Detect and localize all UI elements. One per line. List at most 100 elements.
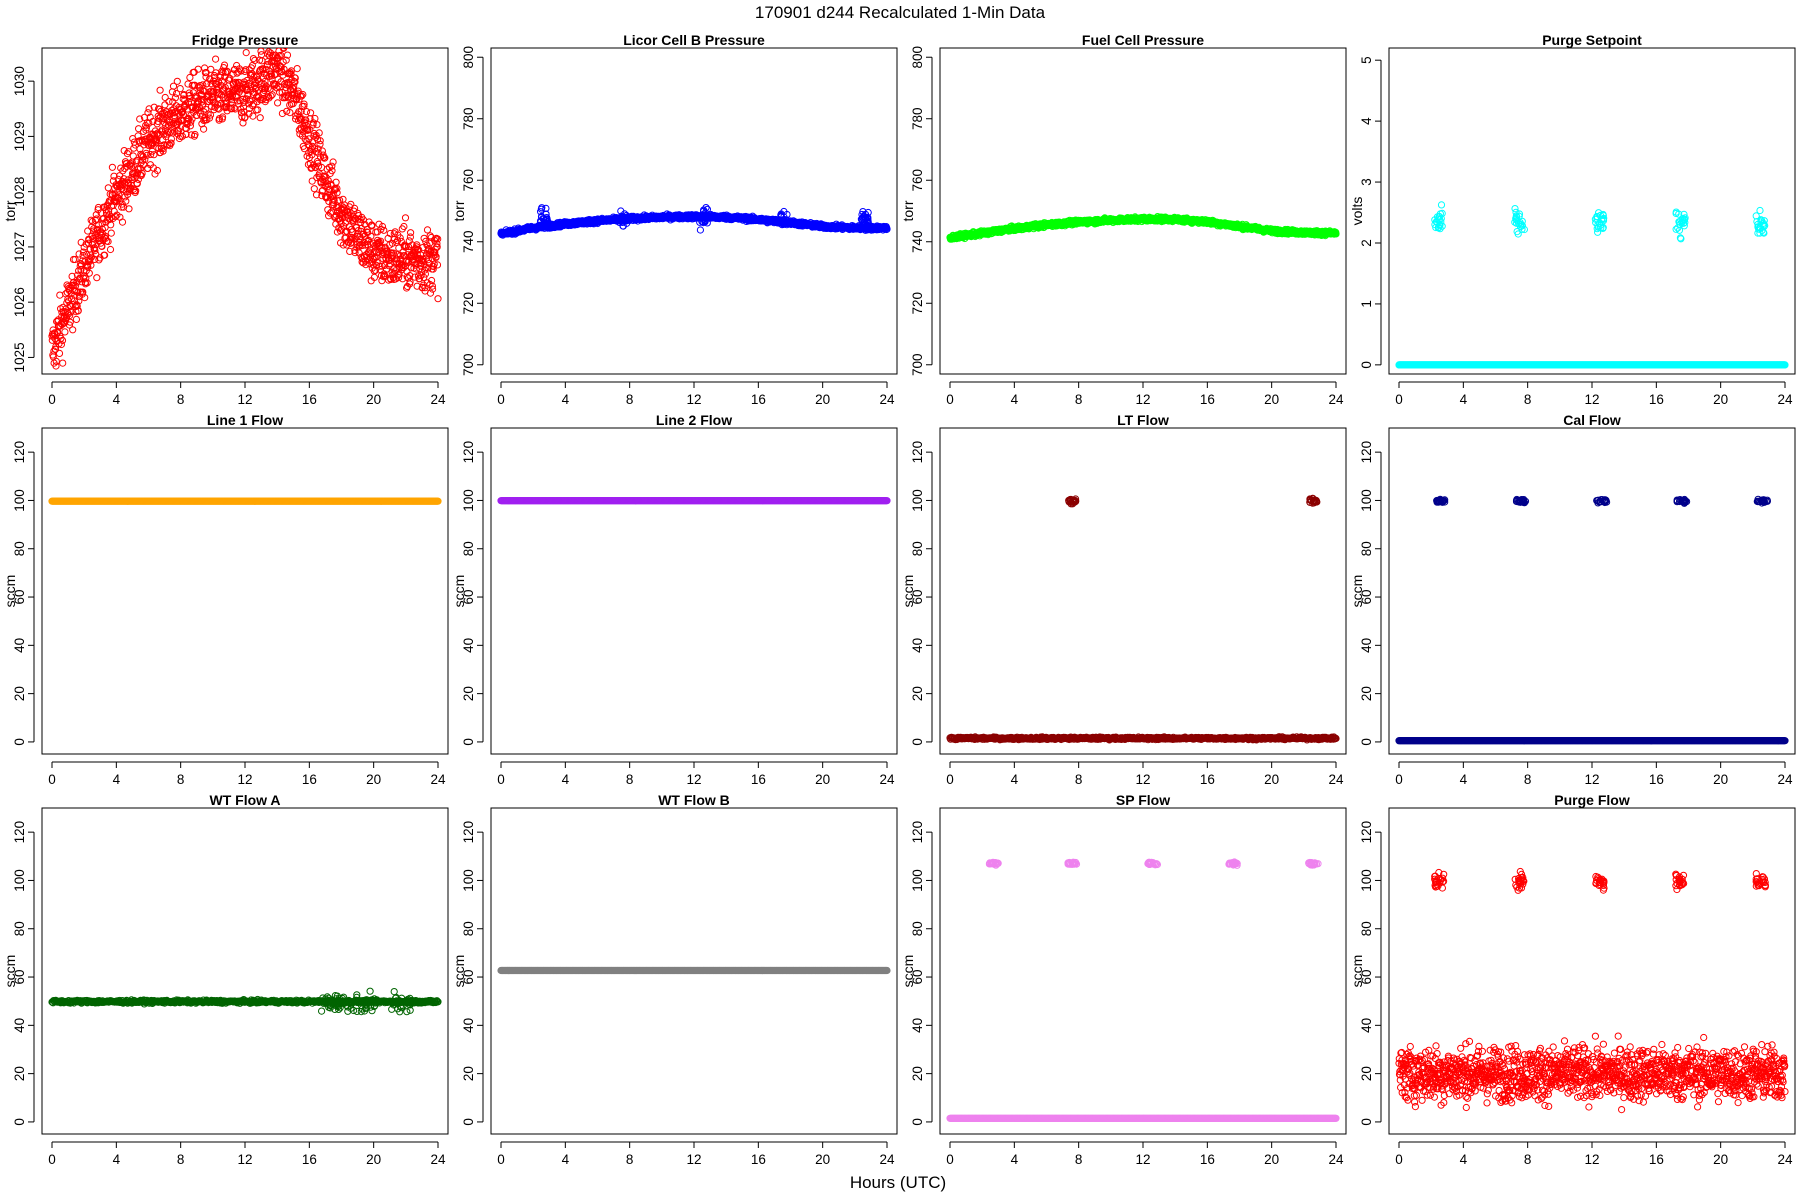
x-tick-label: 0	[497, 392, 505, 407]
data-point	[858, 215, 866, 223]
data-point	[167, 135, 175, 143]
data-point	[424, 264, 432, 272]
data-point	[420, 273, 428, 281]
data-point	[401, 243, 409, 251]
y-tick-label: 1027	[12, 232, 27, 262]
data-point	[186, 73, 194, 82]
x-tick-label: 20	[815, 392, 830, 407]
data-point	[185, 89, 193, 97]
data-point	[537, 218, 545, 226]
x-axis: 0 4 8 12 16 20 24	[48, 381, 446, 407]
data-point	[95, 221, 103, 229]
data-point	[433, 243, 441, 251]
data-point	[862, 215, 870, 223]
data-point	[362, 261, 370, 269]
x-axis: 0 4 8 12 16 20 24	[1395, 381, 1793, 407]
data-point	[67, 308, 75, 316]
x-axis: 0 4 8 12 16 20 24	[946, 381, 1344, 407]
x-tick-label: 0	[48, 392, 56, 407]
data-point	[333, 184, 341, 193]
x-tick-label: 12	[1584, 392, 1599, 407]
x-tick-label: 24	[1777, 392, 1793, 407]
y-tick-label: 4	[1359, 117, 1374, 125]
y-tick-label: 740	[910, 230, 925, 253]
data-point	[346, 247, 354, 255]
data-point	[314, 149, 322, 157]
data-point	[389, 249, 398, 257]
x-tick-label: 16	[302, 392, 317, 407]
data-point	[326, 209, 334, 217]
x-tick-label: 4	[562, 392, 570, 407]
data-point	[205, 114, 214, 122]
data-points	[497, 204, 891, 239]
y-tick-label: 800	[461, 46, 476, 69]
data-point	[307, 145, 315, 153]
data-point	[164, 128, 172, 136]
data-point	[169, 82, 178, 90]
data-point	[112, 213, 120, 221]
data-point	[395, 274, 403, 282]
data-points	[1395, 201, 1789, 369]
data-point	[423, 226, 432, 234]
data-point	[283, 51, 292, 59]
y-tick-label: 700	[461, 354, 476, 377]
data-point	[780, 220, 788, 228]
data-point	[400, 222, 408, 231]
data-point	[700, 211, 708, 219]
data-point	[300, 145, 308, 153]
y-tick-label: 700	[910, 354, 925, 377]
data-point	[318, 192, 326, 200]
data-point	[406, 233, 414, 241]
x-tick-label: 8	[626, 392, 634, 407]
data-point	[380, 226, 388, 234]
x-tick-label: 12	[1135, 392, 1150, 407]
y-tick-label: 720	[910, 292, 925, 315]
data-point	[200, 125, 208, 133]
x-tick-label: 24	[430, 392, 446, 407]
data-point	[310, 129, 318, 138]
data-point	[619, 222, 627, 230]
data-point	[155, 114, 163, 122]
data-point	[331, 185, 340, 193]
data-point	[129, 152, 137, 160]
data-point	[69, 326, 77, 334]
data-point	[433, 240, 441, 248]
data-point	[245, 110, 253, 118]
data-point	[314, 145, 322, 153]
data-point	[58, 336, 67, 344]
data-point	[696, 226, 705, 234]
data-point	[172, 90, 181, 98]
data-point	[187, 118, 195, 126]
data-point	[186, 95, 194, 103]
data-point	[433, 261, 442, 269]
data-point	[81, 294, 89, 302]
data-point	[268, 91, 276, 99]
data-point	[83, 279, 91, 287]
data-point	[351, 249, 359, 257]
x-tick-label: 4	[113, 392, 121, 407]
data-point	[702, 204, 710, 212]
data-point	[407, 229, 415, 237]
data-point	[138, 169, 146, 178]
data-point	[125, 205, 133, 213]
data-point	[179, 110, 187, 119]
data-point	[280, 65, 288, 73]
data-point	[118, 218, 127, 226]
data-point	[57, 340, 66, 349]
data-point	[302, 121, 310, 129]
data-point	[249, 112, 257, 120]
data-point	[171, 94, 179, 102]
data-point	[883, 225, 891, 233]
x-tick-label: 16	[751, 392, 766, 407]
data-point	[206, 111, 215, 119]
data-point	[140, 161, 148, 169]
data-point	[176, 85, 184, 93]
y-tick-label: 1026	[12, 287, 27, 317]
data-point	[90, 244, 99, 252]
data-point	[167, 139, 175, 147]
data-point	[230, 104, 238, 112]
data-point	[352, 234, 360, 242]
data-point	[51, 345, 60, 353]
